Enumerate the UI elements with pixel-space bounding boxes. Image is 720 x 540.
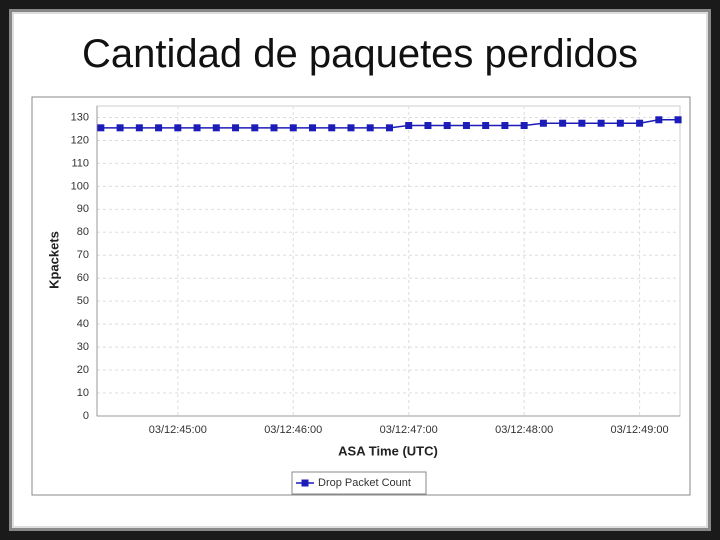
point-marker — [655, 116, 663, 124]
y-tick-label: 120 — [71, 134, 89, 146]
point-marker — [155, 124, 163, 132]
point-marker — [443, 122, 451, 130]
point-marker — [482, 122, 490, 130]
point-marker — [597, 119, 605, 127]
point-marker — [174, 124, 182, 132]
legend-box — [291, 471, 427, 495]
point-marker — [366, 124, 374, 132]
y-tick-label: 30 — [77, 341, 89, 353]
x-axis-label: ASA Time (UTC) — [338, 443, 438, 458]
x-tick-label: 03/12:47:00 — [380, 424, 438, 436]
point-marker — [135, 124, 143, 132]
y-tick-label: 60 — [77, 272, 89, 284]
point-marker — [385, 124, 393, 132]
y-tick-label: 110 — [71, 157, 89, 169]
point-marker — [232, 124, 240, 132]
point-marker — [616, 119, 624, 127]
slide-title: Cantidad de paquetes perdidos — [82, 32, 638, 76]
y-tick-label: 80 — [77, 226, 89, 238]
y-tick-label: 90 — [77, 203, 89, 215]
y-tick-label: 0 — [83, 410, 89, 422]
point-marker — [193, 124, 201, 132]
point-marker — [539, 119, 547, 127]
point-marker — [308, 124, 316, 132]
point-marker — [116, 124, 124, 132]
x-tick-label: 03/12:45:00 — [149, 424, 207, 436]
point-marker — [674, 116, 682, 124]
y-tick-label: 100 — [71, 180, 89, 192]
point-marker — [405, 122, 413, 130]
legend-label: Drop Packet Count — [318, 477, 411, 489]
x-tick-label: 03/12:48:00 — [495, 424, 553, 436]
point-marker — [270, 124, 278, 132]
point-marker — [289, 124, 297, 132]
y-tick-label: 40 — [77, 318, 89, 330]
point-marker — [462, 122, 470, 130]
y-axis-label: Kpackets — [46, 231, 61, 289]
point-marker — [251, 124, 259, 132]
legend-marker — [301, 479, 309, 487]
point-marker — [501, 122, 509, 130]
y-tick-label: 50 — [77, 295, 89, 307]
x-tick-label: 03/12:46:00 — [264, 424, 322, 436]
y-tick-label: 130 — [71, 111, 89, 123]
y-tick-label: 20 — [77, 364, 89, 376]
point-marker — [559, 119, 567, 127]
y-tick-label: 70 — [77, 249, 89, 261]
y-tick-label: 10 — [77, 387, 89, 399]
x-tick-label: 03/12:49:00 — [611, 424, 669, 436]
plot-area — [96, 105, 681, 417]
point-marker — [520, 122, 528, 130]
point-marker — [636, 119, 644, 127]
point-marker — [347, 124, 355, 132]
point-marker — [212, 124, 220, 132]
point-marker — [328, 124, 336, 132]
point-marker — [578, 119, 586, 127]
point-marker — [424, 122, 432, 130]
point-marker — [97, 124, 105, 132]
